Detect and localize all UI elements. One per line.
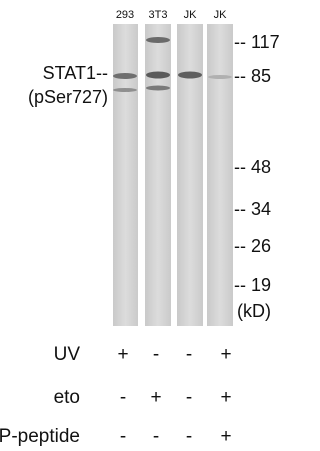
lane-label: 293 (116, 9, 134, 21)
band (208, 75, 232, 79)
marker-label: -- 26 (234, 236, 271, 256)
band (113, 73, 137, 79)
band (178, 72, 202, 79)
treatment-sign: + (220, 344, 231, 365)
treatment-name: P-peptide (0, 426, 80, 447)
protein-site: (pSer727) (28, 87, 108, 107)
treatment-sign: - (153, 344, 159, 365)
lane-label: JK (214, 9, 228, 21)
treatment-sign: - (153, 426, 159, 447)
marker-label: -- 19 (234, 275, 271, 295)
treatment-name: UV (54, 344, 81, 365)
treatment-sign: + (150, 387, 161, 408)
treatment-sign: + (220, 387, 231, 408)
band (146, 86, 170, 91)
lane-labels: 293 3T3 JK JK (116, 9, 227, 21)
markers: -- 117 -- 85 -- 48 -- 34 -- 26 -- 19 (kD… (234, 32, 280, 321)
band (146, 37, 170, 43)
treatments: UV + - - + eto - + - + P-peptide - - - + (0, 344, 232, 447)
marker-label: -- 48 (234, 157, 271, 177)
blot-figure: 293 3T3 JK JK STAT1-- (pSer727) -- 117 -… (0, 0, 289, 451)
protein-name: STAT1-- (43, 63, 108, 83)
lane-label: JK (184, 9, 198, 21)
lane (177, 24, 203, 326)
band (146, 72, 170, 79)
lane (145, 24, 171, 326)
treatment-name: eto (54, 387, 80, 408)
treatment-sign: + (117, 344, 128, 365)
marker-label: (kD) (237, 301, 271, 321)
treatment-sign: - (186, 387, 192, 408)
treatment-sign: + (220, 426, 231, 447)
treatment-sign: - (186, 344, 192, 365)
lane-label: 3T3 (149, 9, 168, 21)
treatment-sign: - (120, 426, 126, 447)
lane (113, 24, 138, 326)
band (113, 88, 137, 92)
lanes (113, 24, 233, 326)
marker-label: -- 117 (234, 32, 280, 52)
marker-label: -- 34 (234, 199, 271, 219)
lane (207, 24, 233, 326)
treatment-sign: - (120, 387, 126, 408)
treatment-sign: - (186, 426, 192, 447)
marker-label: -- 85 (234, 66, 271, 86)
